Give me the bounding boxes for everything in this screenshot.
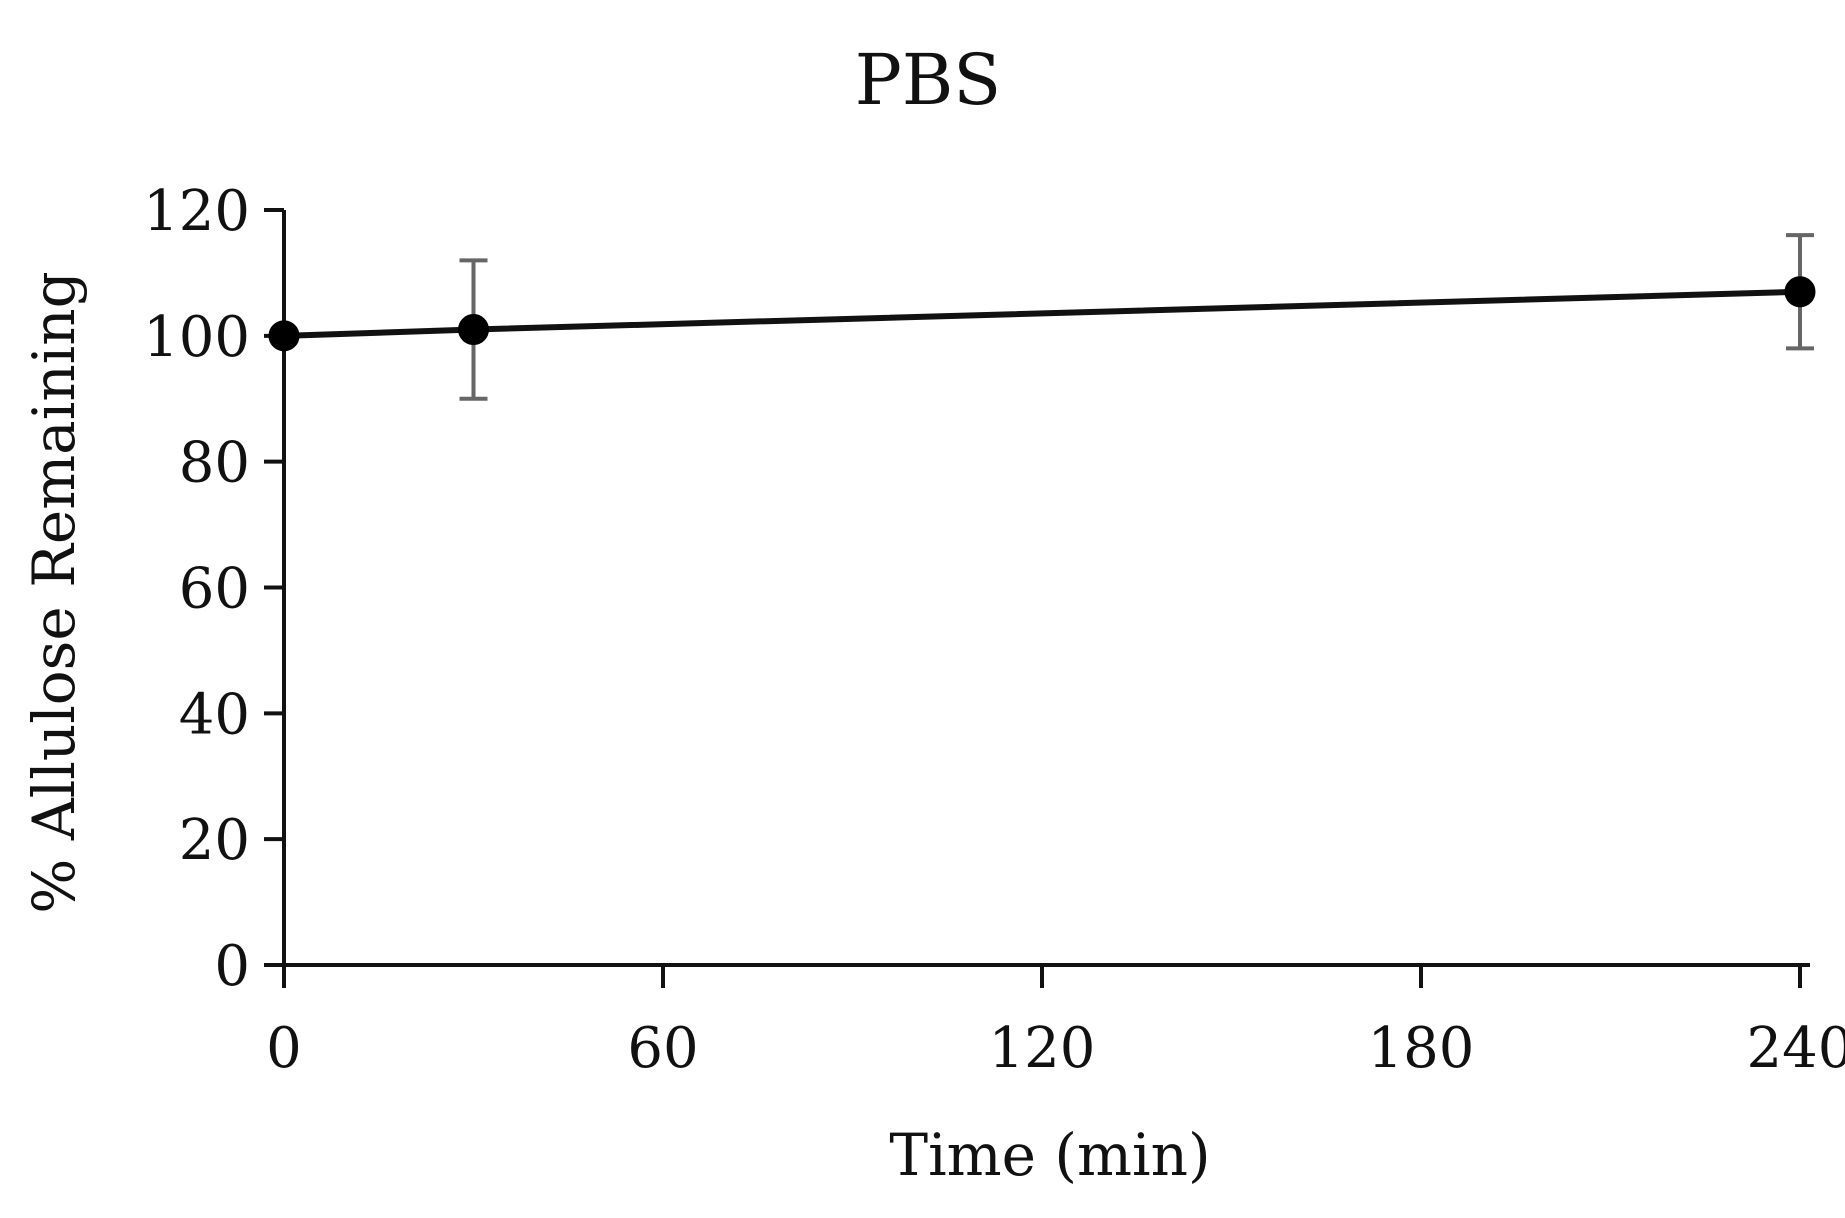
x-tick-label-60: 60: [627, 1016, 698, 1081]
x-tick-label-180: 180: [1368, 1016, 1475, 1081]
y-tick-label-60: 60: [179, 557, 250, 622]
y-tick-label-100: 100: [143, 305, 250, 370]
y-tick-label-80: 80: [179, 431, 250, 496]
y-tick-label-20: 20: [179, 808, 250, 873]
y-axis-title: % Allulose Remaining: [20, 271, 88, 913]
y-tick-label-120: 120: [143, 179, 250, 244]
chart-title: PBS: [855, 39, 1002, 121]
data-point: [268, 320, 300, 352]
x-axis-title: Time (min): [889, 1121, 1210, 1189]
y-tick-label-0: 0: [214, 934, 250, 999]
data-point: [1784, 276, 1816, 308]
series-line: [283, 288, 1801, 339]
x-tick-label-120: 120: [989, 1016, 1096, 1081]
data-point: [458, 314, 489, 346]
y-tick-label-40: 40: [179, 682, 250, 747]
x-tick-label-0: 0: [266, 1016, 302, 1081]
x-tick-label-240: 240: [1747, 1016, 1845, 1081]
data-layer: [268, 233, 1816, 401]
